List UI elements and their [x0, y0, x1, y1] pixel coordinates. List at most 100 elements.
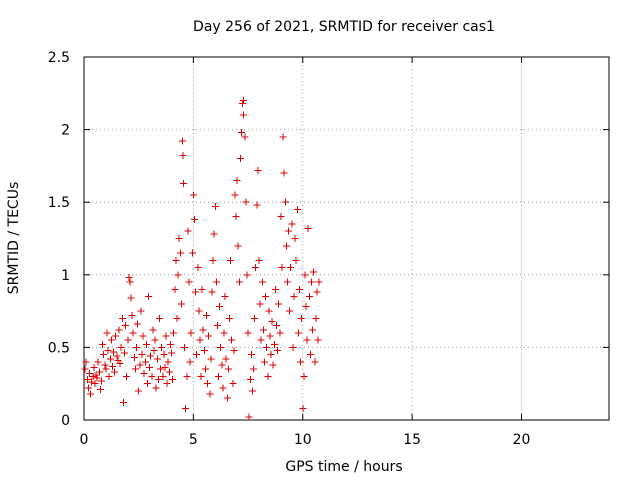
data-point — [87, 390, 95, 398]
data-point — [276, 329, 284, 337]
data-point — [122, 322, 130, 330]
data-point — [81, 365, 89, 373]
data-point — [299, 404, 307, 412]
data-point — [94, 358, 102, 366]
data-point — [131, 365, 139, 373]
data-point — [309, 326, 317, 334]
data-point — [267, 351, 275, 359]
data-point — [223, 394, 231, 402]
data-point — [259, 326, 267, 334]
data-point — [269, 361, 277, 369]
data-point — [101, 361, 109, 369]
data-point — [227, 256, 235, 264]
data-point — [83, 375, 91, 383]
data-point — [288, 220, 296, 228]
data-point — [102, 365, 110, 373]
data-point — [124, 336, 132, 344]
data-point — [264, 372, 272, 380]
data-point — [281, 198, 289, 206]
data-point — [128, 311, 136, 319]
data-point — [88, 378, 96, 386]
data-point — [285, 227, 293, 235]
data-point — [268, 317, 276, 325]
data-point — [232, 213, 240, 221]
data-point — [233, 176, 241, 184]
data-point — [192, 288, 200, 296]
data-point — [116, 359, 124, 367]
data-point — [308, 278, 315, 286]
data-point — [218, 361, 226, 369]
data-point — [208, 288, 216, 296]
data-point — [236, 155, 244, 163]
data-point — [177, 300, 185, 308]
data-point — [211, 203, 219, 211]
data-point — [157, 365, 165, 373]
x-tick-label: 5 — [189, 432, 198, 448]
data-point — [200, 346, 208, 354]
data-point — [190, 216, 198, 224]
data-point — [135, 387, 143, 395]
data-point — [162, 332, 170, 340]
data-point — [283, 278, 291, 286]
data-point — [176, 249, 184, 257]
data-point — [238, 129, 245, 137]
data-point — [165, 368, 173, 376]
data-point — [260, 358, 268, 366]
data-point — [90, 364, 98, 372]
data-point — [108, 362, 116, 370]
x-axis-label: GPS time / hours — [285, 459, 402, 475]
data-point — [213, 322, 221, 330]
data-point — [163, 380, 171, 388]
data-point — [280, 169, 288, 177]
data-point — [235, 278, 243, 286]
data-point — [314, 336, 322, 344]
data-point — [254, 166, 262, 174]
data-point — [221, 293, 229, 301]
data-points — [81, 97, 323, 421]
data-point — [313, 288, 321, 296]
data-point — [95, 368, 103, 376]
data-point — [152, 384, 160, 392]
data-point — [133, 343, 140, 351]
data-point — [217, 343, 225, 351]
y-tick-label: 1 — [61, 268, 70, 284]
data-point — [113, 352, 121, 360]
x-tick-label: 20 — [513, 432, 531, 448]
data-point — [96, 386, 104, 394]
x-tick-label: 10 — [294, 432, 312, 448]
data-point — [229, 380, 237, 388]
data-point — [302, 303, 310, 311]
data-point — [172, 256, 180, 264]
data-point — [278, 264, 286, 272]
x-tick-label: 15 — [403, 432, 421, 448]
data-point — [274, 346, 282, 354]
data-point — [85, 370, 93, 378]
data-point — [161, 364, 169, 372]
data-point — [130, 354, 138, 362]
data-point — [146, 364, 154, 372]
data-point — [93, 374, 101, 382]
data-point — [186, 358, 194, 366]
data-point — [143, 380, 151, 388]
data-point — [257, 336, 265, 344]
data-point — [179, 152, 187, 160]
data-point — [155, 314, 163, 322]
data-point — [234, 242, 242, 250]
x-tick-label: 0 — [80, 432, 89, 448]
data-point — [258, 278, 266, 286]
data-point — [242, 198, 250, 206]
data-point — [145, 293, 153, 301]
data-point — [210, 230, 218, 238]
data-point — [263, 343, 271, 351]
y-tick-label: 1.5 — [48, 195, 70, 211]
data-point — [174, 271, 182, 279]
data-point — [129, 329, 137, 337]
data-point — [270, 340, 278, 348]
data-point — [216, 303, 224, 311]
data-point — [104, 346, 112, 354]
grid — [84, 57, 609, 420]
data-point — [164, 358, 172, 366]
data-point — [298, 314, 306, 322]
data-point — [305, 293, 313, 301]
data-point — [194, 264, 202, 272]
